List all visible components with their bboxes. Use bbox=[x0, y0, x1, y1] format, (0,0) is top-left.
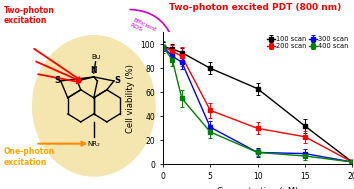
Text: S: S bbox=[54, 76, 60, 85]
Text: Two-photon
excitation: Two-photon excitation bbox=[4, 6, 55, 25]
Text: Bu: Bu bbox=[91, 54, 100, 60]
Legend: 100 scan, 200 scan, 300 scan, 400 scan: 100 scan, 200 scan, 300 scan, 400 scan bbox=[266, 36, 349, 50]
Ellipse shape bbox=[32, 35, 156, 177]
Y-axis label: Cell viability (%): Cell viability (%) bbox=[126, 64, 135, 133]
Text: N: N bbox=[91, 66, 97, 75]
Text: NR₂: NR₂ bbox=[87, 141, 100, 147]
Text: One-photon
excitation: One-photon excitation bbox=[4, 147, 55, 167]
X-axis label: Concentration (μM): Concentration (μM) bbox=[217, 187, 298, 189]
Text: Efficient
ROS: Efficient ROS bbox=[129, 17, 157, 37]
Text: Two-photon excited PDT (800 nm): Two-photon excited PDT (800 nm) bbox=[169, 3, 341, 12]
Text: S: S bbox=[114, 76, 120, 85]
